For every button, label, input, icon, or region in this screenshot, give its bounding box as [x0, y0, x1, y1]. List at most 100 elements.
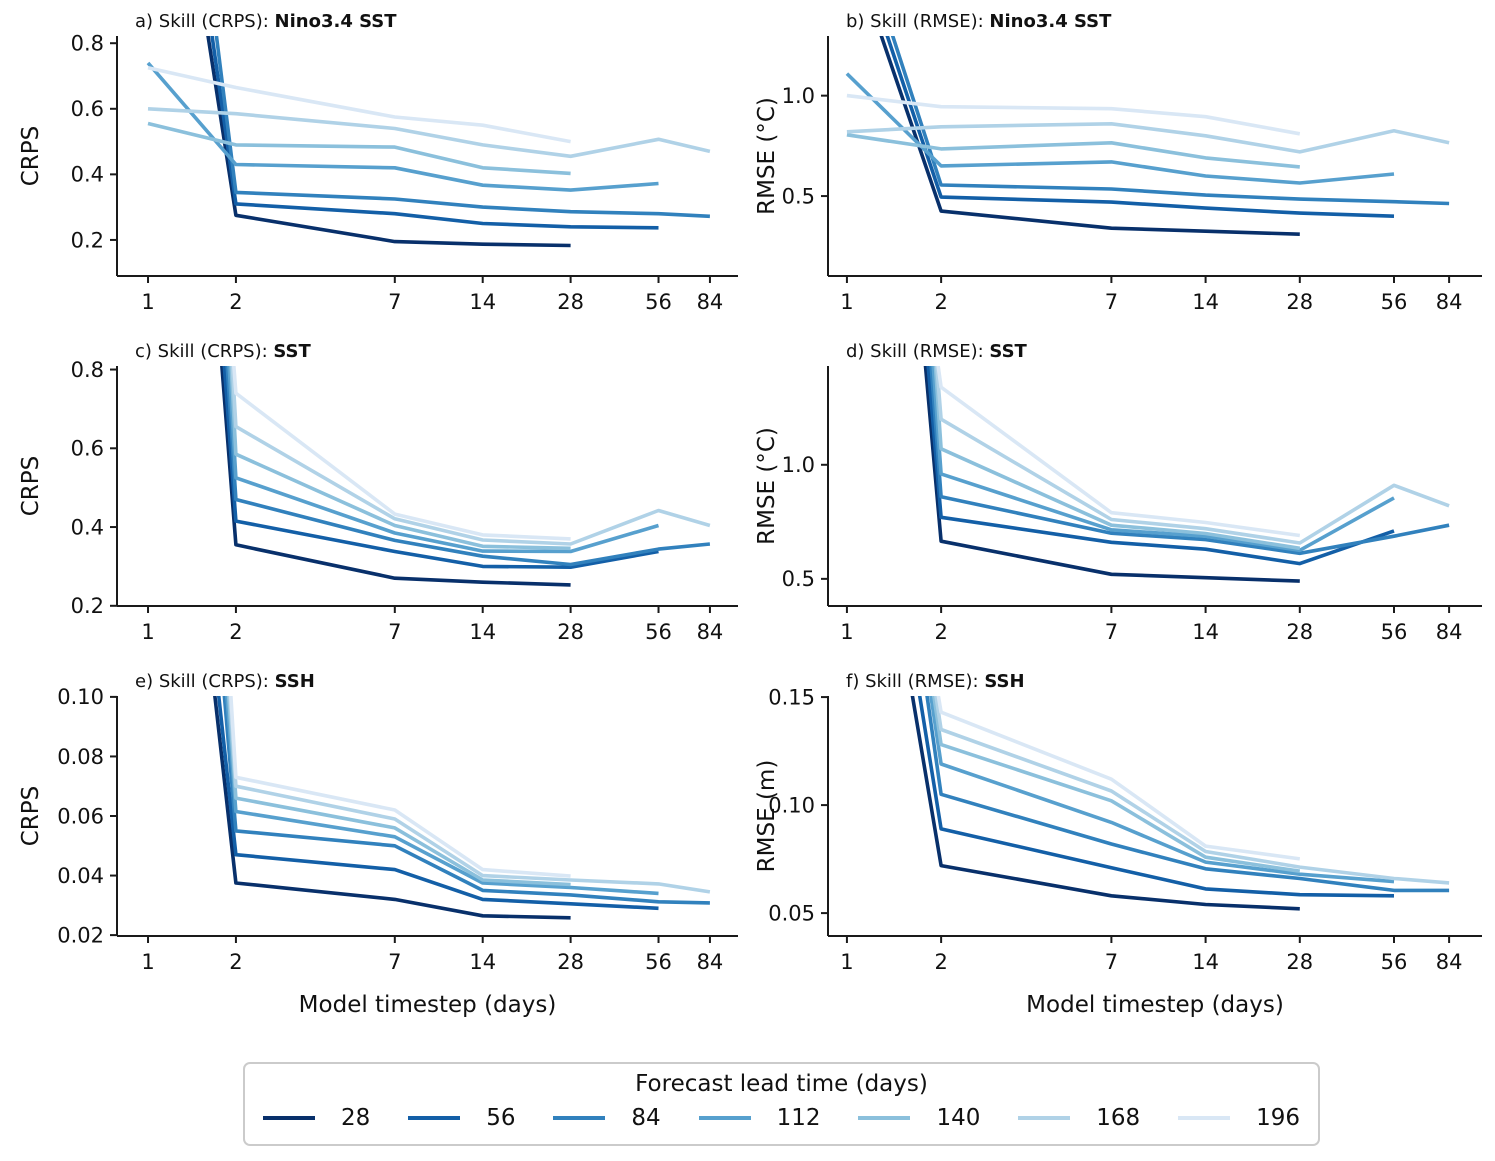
- x-tick-label: 2: [934, 950, 947, 974]
- x-tick-label: 28: [1286, 290, 1313, 314]
- legend-entry-label: 196: [1256, 1105, 1300, 1131]
- x-tick-label: 2: [934, 290, 947, 314]
- legend-entry-label: 168: [1096, 1105, 1141, 1131]
- series-line-lead-196: [936, 366, 1301, 538]
- series-line-lead-112: [225, 696, 659, 896]
- legend-entry-196: 196: [1178, 1105, 1300, 1131]
- legend-entry-label: 28: [341, 1105, 371, 1131]
- series-line-lead-196: [229, 696, 571, 878]
- y-tick-label: 0.08: [57, 745, 104, 769]
- x-axis-label: Model timestep (days): [299, 992, 557, 1018]
- x-axis-label: Model timestep (days): [1026, 992, 1284, 1018]
- y-axis-label: CRPS: [18, 456, 44, 517]
- series-line-lead-196: [846, 93, 1301, 136]
- x-tick-label: 1: [141, 290, 154, 314]
- x-tick-label: 2: [229, 950, 242, 974]
- legend-line-swatch: [263, 1116, 315, 1120]
- y-tick-label: 0.5: [782, 567, 815, 591]
- x-tick-label: 84: [1436, 620, 1463, 644]
- y-axis-label: CRPS: [18, 126, 44, 187]
- legend-entry-label: 140: [936, 1105, 981, 1131]
- legend-line-swatch: [698, 1116, 751, 1120]
- y-tick-label: 0.8: [71, 32, 104, 56]
- panel-title: f) Skill (RMSE): SSH: [846, 671, 1025, 692]
- y-tick-label: 0.6: [71, 437, 104, 461]
- y-axis-label: RMSE (m): [754, 760, 780, 873]
- x-tick-label: 2: [229, 290, 242, 314]
- series-line-lead-84: [214, 36, 710, 219]
- series-line-lead-140: [846, 133, 1300, 169]
- panel-d-chart: d) Skill (RMSE): SST 0.5 1.0 1 2 7 14 28 56 84 RMS…: [754, 341, 1482, 644]
- panel-title: c) Skill (CRPS): SST: [135, 341, 312, 362]
- x-tick-label: 7: [1105, 950, 1118, 974]
- series-line-lead-196: [147, 66, 571, 144]
- series-line-lead-84: [890, 36, 1450, 206]
- series-line-lead-28: [910, 696, 1300, 911]
- y-tick-label: 0.15: [768, 685, 815, 709]
- series-lines: [220, 366, 711, 587]
- legend-entry-112: 112: [698, 1105, 821, 1131]
- panel-crps-sst: c) Skill (CRPS): SST 0.2 0.4 0.6 0.8 1 2 7 14 28 5…: [0, 330, 747, 664]
- x-tick-label: 28: [557, 290, 584, 314]
- series-line-lead-84: [925, 696, 1450, 893]
- series-line-lead-84: [222, 696, 710, 905]
- panel-a-chart: a) Skill (CRPS): Nino3.4 SST 0.2 0.4 0.6 0.8…: [18, 11, 738, 314]
- y-axis-label: RMSE (°C): [754, 427, 780, 545]
- series-line-lead-168: [230, 366, 711, 546]
- series-line-lead-140: [933, 366, 1301, 551]
- x-tick-label: 56: [645, 620, 672, 644]
- series-line-lead-28: [213, 696, 571, 920]
- panel-title: b) Skill (RMSE): Nino3.4 SST: [846, 11, 1112, 32]
- y-tick-label: 0.10: [57, 685, 104, 709]
- series-line-lead-56: [222, 366, 659, 569]
- x-tick-label: 7: [388, 290, 401, 314]
- panel-e-chart: e) Skill (CRPS): SSH 0.02 0.04 0.06 0.08 0.10…: [18, 671, 738, 1018]
- x-tick-label: 1: [840, 290, 853, 314]
- series-line-lead-112: [929, 696, 1395, 884]
- x-tick-label: 14: [469, 290, 496, 314]
- series-line-lead-168: [934, 696, 1450, 885]
- y-tick-label: 0.8: [71, 358, 104, 382]
- x-tick-label: 84: [697, 950, 724, 974]
- y-tick-label: 0.4: [71, 163, 104, 187]
- panel-rmse-nino34: b) Skill (RMSE): Nino3.4 SST 0.5 1.0 1 2 7 14 2…: [748, 0, 1495, 334]
- series-lines: [213, 696, 711, 920]
- series-line-lead-112: [931, 366, 1395, 553]
- x-tick-label: 1: [141, 950, 154, 974]
- legend: Forecast lead time (days) 28 56 84 112 140 16…: [243, 1062, 1320, 1146]
- series-line-lead-168: [934, 366, 1450, 545]
- x-tick-label: 14: [1192, 950, 1219, 974]
- series-line-lead-28: [220, 366, 571, 587]
- series-line-lead-56: [917, 696, 1395, 898]
- x-tick-label: 56: [645, 290, 672, 314]
- y-tick-label: 0.05: [768, 901, 815, 925]
- y-axis-label: RMSE (°C): [754, 97, 780, 215]
- series-line-lead-56: [926, 366, 1395, 566]
- series-line-lead-112: [227, 366, 660, 554]
- y-tick-label: 0.4: [71, 515, 104, 539]
- x-tick-label: 7: [388, 620, 401, 644]
- y-tick-label: 1.0: [782, 84, 815, 108]
- panel-title: a) Skill (CRPS): Nino3.4 SST: [135, 11, 397, 32]
- x-tick-label: 14: [469, 950, 496, 974]
- x-tick-label: 2: [229, 620, 242, 644]
- y-tick-label: 0.6: [71, 97, 104, 121]
- series-line-lead-196: [936, 696, 1301, 861]
- legend-entry-56: 56: [408, 1105, 515, 1131]
- series-line-lead-28: [206, 36, 571, 248]
- series-line-lead-168: [228, 696, 711, 894]
- y-axis-label: CRPS: [18, 786, 44, 847]
- x-tick-label: 7: [388, 950, 401, 974]
- series-line-lead-196: [232, 366, 571, 541]
- y-tick-label: 0.06: [57, 804, 104, 828]
- series-lines: [910, 696, 1450, 911]
- legend-entry-label: 112: [776, 1105, 821, 1131]
- x-tick-label: 56: [1381, 950, 1408, 974]
- series-line-lead-84: [225, 366, 711, 567]
- y-tick-label: 0.02: [57, 923, 104, 947]
- series-line-lead-112: [146, 61, 659, 192]
- x-tick-label: 14: [469, 620, 496, 644]
- legend-title: Forecast lead time (days): [635, 1071, 928, 1097]
- x-tick-label: 84: [697, 620, 724, 644]
